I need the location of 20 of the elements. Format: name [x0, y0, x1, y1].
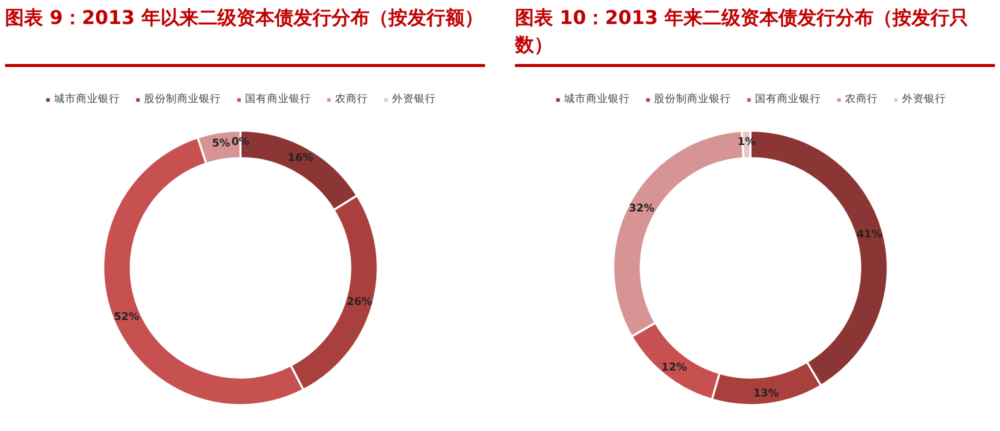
data-label: 52% [114, 310, 140, 324]
legend-label: 国有商业银行 [245, 92, 311, 106]
legend-label: 外资银行 [902, 92, 946, 106]
legend-label: 城市商业银行 [54, 92, 120, 106]
legend-label: 股份制商业银行 [144, 92, 221, 106]
legend-label: 农商行 [845, 92, 878, 106]
data-label: 26% [346, 295, 373, 308]
data-label: 12% [661, 360, 688, 374]
chart-title: 图表 10：2013 年来二级资本债发行分布（按发行只数） [515, 6, 970, 58]
data-label: 5% [212, 136, 230, 150]
data-label: 41% [856, 228, 883, 241]
legend-label: 外资银行 [392, 92, 436, 106]
data-label: 32% [628, 202, 655, 215]
data-label: 16% [288, 150, 314, 164]
legend-label: 股份制商业银行 [654, 92, 731, 106]
data-label: 13% [753, 386, 780, 400]
chart-title: 图表 9：2013 年以来二级资本债发行分布（按发行额） [5, 6, 484, 31]
legend-label: 国有商业银行 [755, 92, 821, 106]
legend-label: 城市商业银行 [564, 92, 630, 106]
legend-label: 农商行 [335, 92, 368, 106]
